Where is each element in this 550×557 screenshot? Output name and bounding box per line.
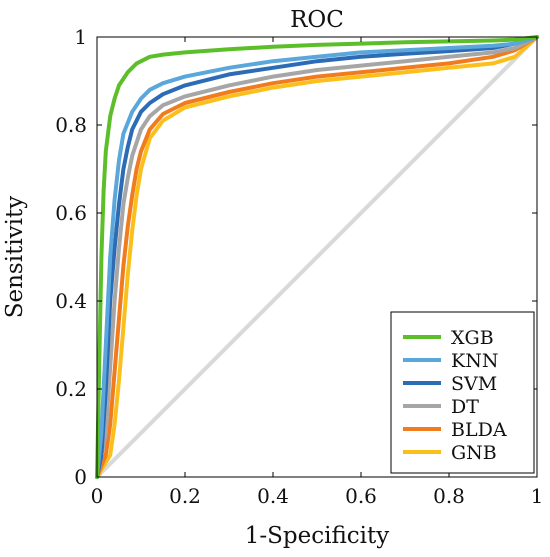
x-tick-label: 0.8	[433, 484, 465, 508]
x-tick-label: 0.4	[257, 484, 289, 508]
legend-label-xgb: XGB	[451, 327, 494, 349]
legend-label-knn: KNN	[451, 350, 498, 372]
y-tick-label: 0.6	[55, 201, 87, 225]
plot-area	[95, 35, 539, 479]
chart-title: ROC	[290, 7, 344, 33]
legend-label-svm: SVM	[451, 373, 497, 395]
x-tick-label: 0	[91, 484, 104, 508]
series-line-blda	[95, 35, 539, 479]
x-tick-label: 1	[531, 484, 544, 508]
legend-label-dt: DT	[451, 396, 479, 418]
y-tick-label: 0	[74, 465, 87, 489]
legend-label-blda: BLDA	[451, 419, 507, 441]
x-tick-label: 0.6	[345, 484, 377, 508]
series-line-xgb	[95, 35, 539, 479]
y-tick-label: 1	[74, 25, 87, 49]
plot-frame	[96, 36, 538, 478]
y-tick-label: 0.4	[55, 289, 87, 313]
series-line-dt	[95, 35, 539, 479]
series-line-gnb	[95, 35, 539, 479]
diagonal-reference-line	[95, 35, 539, 479]
y-axis-label: Sensitivity	[2, 196, 28, 319]
series-line-knn	[95, 35, 539, 479]
series-line-svm	[95, 35, 539, 479]
x-tick-label: 0.2	[169, 484, 201, 508]
x-axis-label: 1-Specificity	[245, 523, 390, 549]
y-tick-label: 0.8	[55, 113, 87, 137]
tick-labels: 0 0.2 0.4 0.6 0.8 1 0 0.2 0.4 0.6 0.8 1	[55, 25, 543, 508]
legend-label-gnb: GNB	[451, 442, 497, 464]
y-tick-label: 0.2	[55, 377, 87, 401]
